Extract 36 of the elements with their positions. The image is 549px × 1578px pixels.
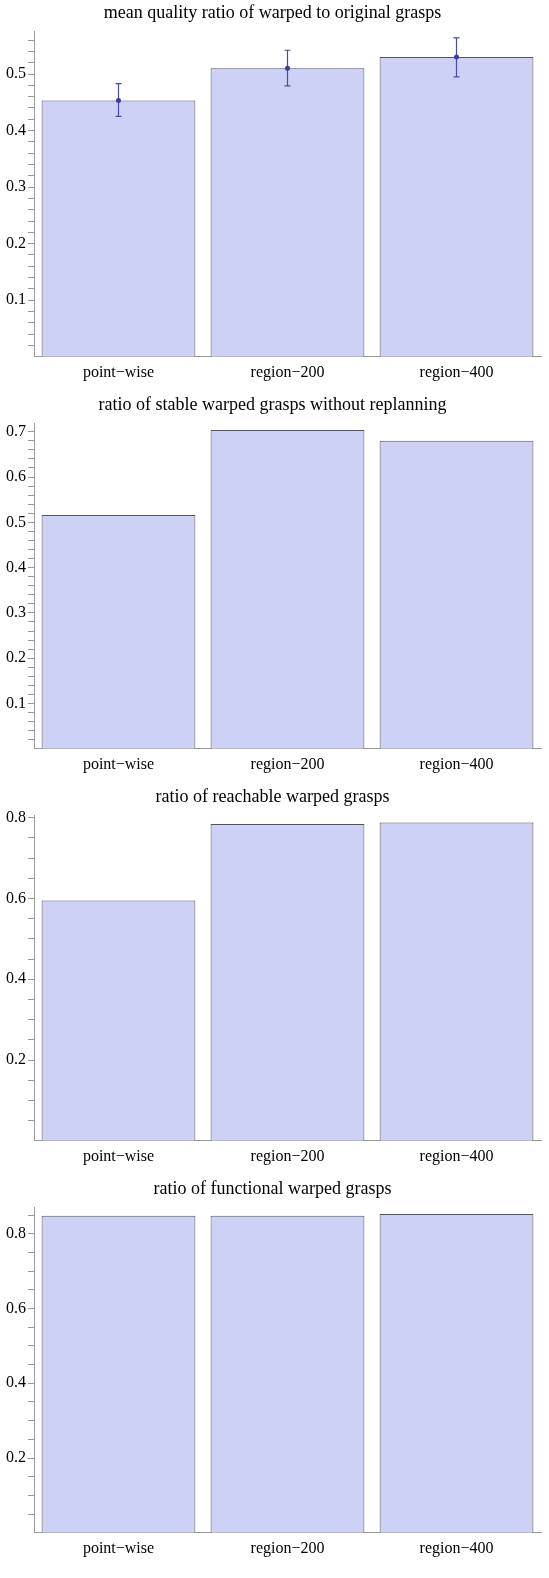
x-tick-label: point−wise xyxy=(82,754,155,773)
y-tick-label: 0.1 xyxy=(6,693,26,711)
x-tick-label: point−wise xyxy=(82,1538,155,1557)
chart-title: ratio of stable warped grasps without replanning xyxy=(98,393,447,414)
x-tick-label: region−400 xyxy=(419,1538,494,1557)
y-tick-label: 0.8 xyxy=(6,807,26,825)
y-tick-label: 0.6 xyxy=(6,888,26,906)
y-tick-label: 0.5 xyxy=(6,512,26,530)
x-tick-label: region−400 xyxy=(419,362,494,381)
x-tick-label: region−200 xyxy=(250,754,325,773)
y-tick-label: 0.2 xyxy=(6,648,26,666)
y-tick-label: 0.2 xyxy=(6,1448,26,1466)
y-tick-label: 0.4 xyxy=(6,120,26,138)
x-tick-label: region−200 xyxy=(250,1538,325,1557)
y-tick-label: 0.4 xyxy=(6,1373,26,1391)
y-tick-label: 0.6 xyxy=(6,467,26,485)
y-tick-label: 0.8 xyxy=(6,1223,26,1241)
y-tick-label: 0.1 xyxy=(6,290,26,308)
x-tick-label: point−wise xyxy=(82,1146,155,1165)
y-tick-label: 0.3 xyxy=(6,177,26,195)
y-tick-label: 0.2 xyxy=(6,1050,26,1068)
y-tick-label: 0.6 xyxy=(6,1298,26,1316)
chart-title: ratio of functional warped grasps xyxy=(153,1177,392,1198)
y-tick-label: 0.2 xyxy=(6,233,26,251)
y-tick-label: 0.3 xyxy=(6,603,26,621)
y-tick-label: 0.5 xyxy=(6,64,26,82)
x-tick-label: region−200 xyxy=(250,362,325,381)
y-tick-label: 0.4 xyxy=(6,557,26,575)
chart-title: mean quality ratio of warped to original grasps xyxy=(103,1,442,22)
y-tick-label: 0.7 xyxy=(6,421,26,439)
chart-title: ratio of reachable warped grasps xyxy=(155,785,390,806)
y-tick-label: 0.4 xyxy=(6,969,26,987)
x-tick-label: region−400 xyxy=(419,754,494,773)
x-tick-label: region−400 xyxy=(419,1146,494,1165)
x-tick-label: region−200 xyxy=(250,1146,325,1165)
x-tick-label: point−wise xyxy=(82,362,155,381)
